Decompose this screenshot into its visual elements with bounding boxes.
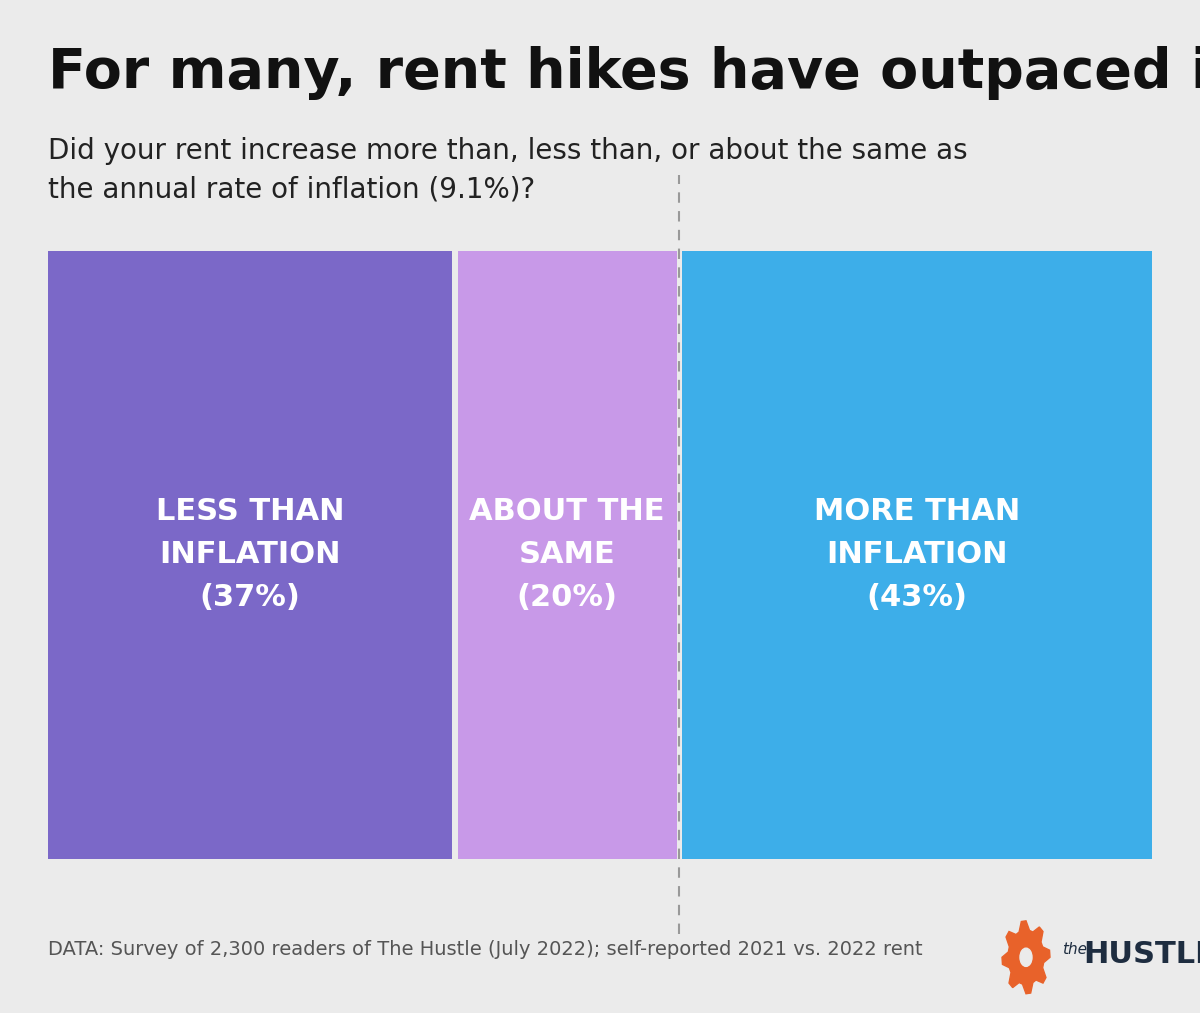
Polygon shape [1002, 921, 1050, 994]
Bar [682, 251, 1152, 859]
Bar [48, 251, 452, 859]
Text: ABOUT THE
SAME
(20%): ABOUT THE SAME (20%) [469, 497, 665, 612]
Text: Did your rent increase more than, less than, or about the same as
the annual rat: Did your rent increase more than, less t… [48, 137, 967, 204]
Text: For many, rent hikes have outpaced inflation: For many, rent hikes have outpaced infla… [48, 46, 1200, 99]
Text: DATA: Survey of 2,300 readers of The Hustle (July 2022); self-reported 2021 vs. : DATA: Survey of 2,300 readers of The Hus… [48, 940, 923, 959]
Bar [458, 251, 677, 859]
Text: MORE THAN
INFLATION
(43%): MORE THAN INFLATION (43%) [814, 497, 1020, 612]
Text: LESS THAN
INFLATION
(37%): LESS THAN INFLATION (37%) [156, 497, 344, 612]
Circle shape [1020, 948, 1032, 966]
Text: HUSTLE: HUSTLE [1084, 940, 1200, 968]
Text: the: the [1062, 942, 1087, 956]
